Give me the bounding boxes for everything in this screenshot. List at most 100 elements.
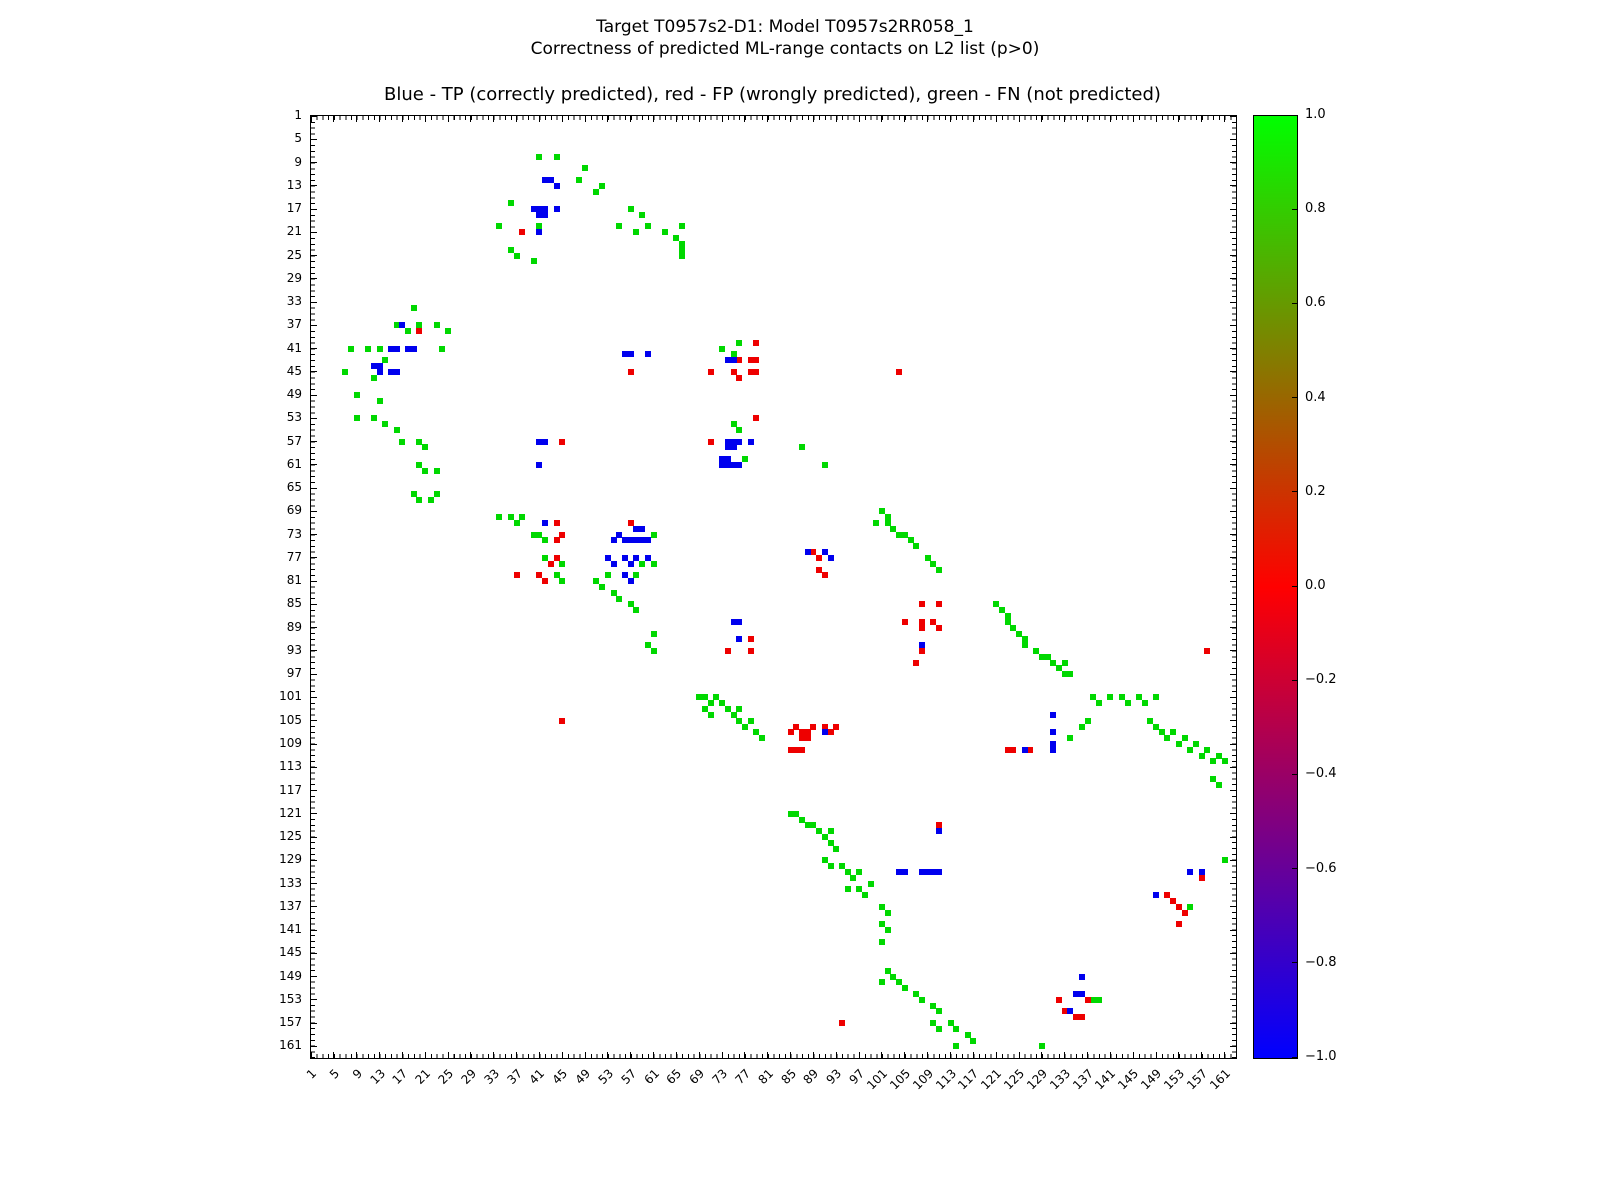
x-major-tick — [675, 1052, 677, 1058]
contact-point-fn — [1141, 700, 1148, 707]
contact-point-fn — [993, 601, 1000, 608]
colorbar-tick-label: −0.2 — [1305, 672, 1337, 688]
contact-point-fn — [530, 258, 537, 265]
contact-point-fn — [679, 246, 686, 253]
y-tick-label: 101 — [279, 689, 302, 704]
contact-point-fn — [924, 554, 931, 561]
contact-point-fn — [827, 863, 834, 870]
contact-point-fn — [1021, 636, 1028, 643]
x-major-tick — [607, 116, 609, 122]
contact-point-fn — [416, 322, 423, 329]
contact-point-fn — [616, 595, 623, 602]
contact-point-fp — [821, 572, 828, 579]
y-major-tick — [311, 162, 317, 164]
y-tick-label: 25 — [286, 247, 302, 262]
contact-point-tp — [730, 461, 737, 468]
colorbar-tick-label: −0.8 — [1305, 954, 1337, 970]
contact-point-fp — [1078, 1014, 1085, 1021]
contact-point-fn — [730, 351, 737, 358]
y-major-tick — [1230, 417, 1236, 419]
contact-point-tp — [918, 868, 925, 875]
contact-point-fp — [918, 601, 925, 608]
x-axis-minor-ticks-top — [311, 116, 1236, 120]
y-tick-label: 93 — [286, 642, 302, 657]
y-tick-label: 133 — [279, 875, 302, 890]
contact-point-fp — [1198, 874, 1205, 881]
y-major-tick — [311, 743, 317, 745]
contact-point-fn — [1175, 741, 1182, 747]
y-major-tick — [311, 348, 317, 350]
y-tick-label: 29 — [286, 270, 302, 285]
contact-point-fn — [370, 415, 377, 422]
contact-point-fn — [633, 572, 640, 579]
y-major-tick — [311, 231, 317, 233]
y-axis-minor-ticks-left — [311, 116, 315, 1058]
contact-point-fp — [810, 549, 817, 556]
contact-point-fn — [878, 938, 885, 945]
contact-point-tp — [644, 351, 651, 358]
colorbar-tick-label: −0.4 — [1305, 766, 1337, 782]
y-axis-minor-ticks-right — [1232, 116, 1236, 1058]
x-major-tick — [561, 116, 563, 122]
y-major-tick — [311, 324, 317, 326]
contact-point-fn — [1061, 671, 1068, 678]
contact-point-fn — [1061, 659, 1068, 666]
contact-point-fn — [399, 438, 406, 445]
contact-point-fn — [1038, 653, 1045, 660]
y-tick-label: 17 — [286, 201, 302, 216]
contact-point-fp — [553, 537, 560, 544]
contact-point-fn — [896, 979, 903, 986]
colorbar-tick — [1292, 962, 1297, 964]
colorbar-tick-label: 0.6 — [1305, 295, 1326, 311]
contact-point-fn — [907, 537, 914, 544]
x-major-tick — [447, 1052, 449, 1058]
contact-point-tp — [1198, 868, 1205, 875]
contact-point-fn — [644, 223, 651, 230]
contact-point-fp — [930, 618, 937, 625]
x-major-tick — [812, 1052, 814, 1058]
contact-point-fn — [844, 868, 851, 875]
contact-point-fn — [1050, 659, 1057, 666]
contact-point-tp — [542, 438, 549, 445]
contact-point-fn — [884, 967, 891, 974]
contact-point-fp — [804, 735, 811, 742]
contact-point-fn — [878, 903, 885, 910]
x-major-tick — [653, 116, 655, 122]
y-major-tick — [1230, 1045, 1236, 1047]
y-major-tick — [311, 394, 317, 396]
contact-point-tp — [536, 461, 543, 468]
contact-point-tp — [936, 868, 943, 875]
contact-point-fn — [593, 578, 600, 585]
contact-point-tp — [610, 560, 617, 567]
contact-point-tp — [616, 531, 623, 538]
y-tick-label: 37 — [286, 317, 302, 332]
contact-point-fn — [804, 822, 811, 829]
x-major-tick — [424, 116, 426, 122]
contact-point-fp — [553, 554, 560, 561]
contact-point-fn — [878, 979, 885, 986]
y-tick-label: 161 — [279, 1038, 302, 1053]
y-major-tick — [311, 441, 317, 443]
y-major-tick — [311, 208, 317, 210]
contact-point-tp — [627, 578, 634, 585]
colorbar-tick-label: 0.4 — [1305, 389, 1326, 405]
y-tick-label: 109 — [279, 736, 302, 750]
x-major-tick — [493, 1052, 495, 1058]
contact-point-fn — [650, 531, 657, 538]
x-major-tick — [424, 1052, 426, 1058]
y-major-tick — [311, 185, 317, 187]
contact-point-fn — [1153, 723, 1160, 730]
contact-point-fp — [753, 415, 760, 422]
x-major-tick — [1132, 1052, 1134, 1058]
y-major-tick — [1230, 394, 1236, 396]
x-major-tick — [744, 116, 746, 122]
y-major-tick — [1230, 603, 1236, 605]
contact-point-fp — [1164, 892, 1171, 899]
x-major-tick — [881, 116, 883, 122]
y-major-tick — [311, 859, 317, 861]
y-major-tick — [311, 976, 317, 978]
contact-point-fn — [701, 694, 708, 701]
contact-point-fn — [507, 200, 514, 207]
contact-point-fp — [627, 368, 634, 375]
contact-point-fn — [736, 339, 743, 346]
